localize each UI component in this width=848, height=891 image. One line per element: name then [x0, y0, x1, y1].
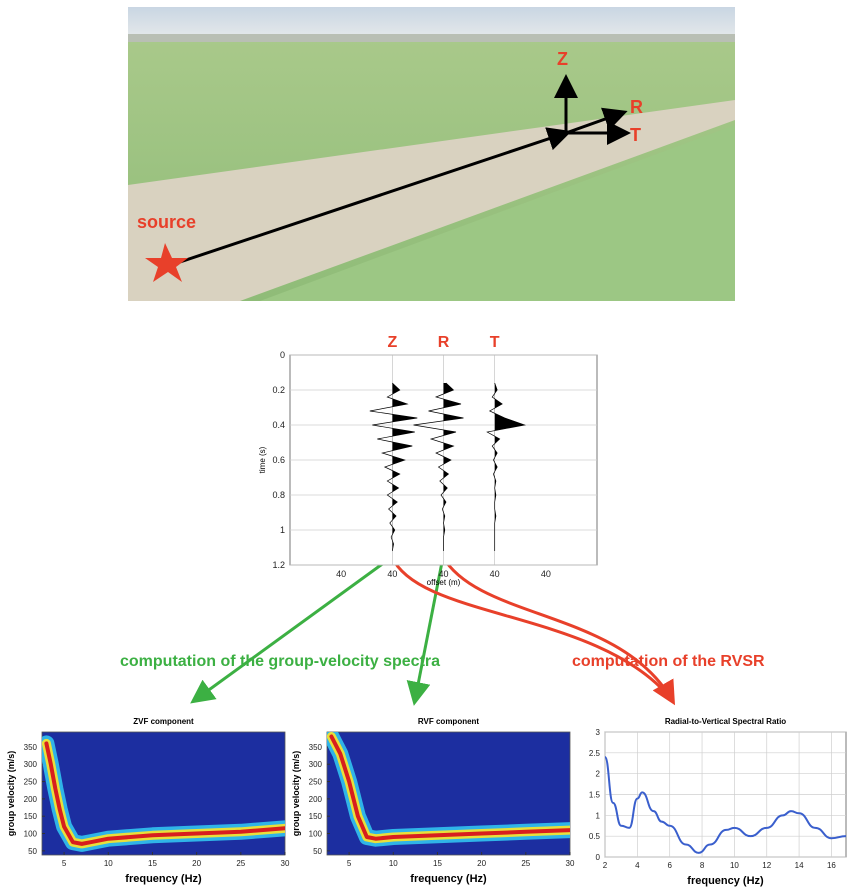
x-tick-label: 8	[700, 861, 705, 870]
photo: Z R T source	[128, 7, 735, 301]
y-tick-label: 0.6	[272, 455, 285, 465]
trace-label: T	[490, 334, 500, 351]
y-tick-label: 300	[24, 760, 38, 769]
y-tick-label: 0.2	[272, 385, 285, 395]
x-tick-label: 20	[477, 859, 486, 868]
x-tick-label: 40	[387, 569, 397, 579]
x-axis-label: frequency (Hz)	[125, 873, 202, 885]
x-tick-label: 10	[730, 861, 739, 870]
x-tick-label: 16	[827, 861, 836, 870]
axis-label: T	[630, 125, 641, 145]
x-axis-label: offset (m)	[427, 578, 461, 587]
axis-label: R	[630, 97, 643, 117]
x-tick-label: 14	[795, 861, 804, 870]
y-tick-label: 250	[24, 778, 38, 787]
y-tick-label: 0	[596, 853, 601, 862]
axis-label: Z	[557, 49, 568, 69]
y-axis-label: group velocity (m/s)	[291, 751, 301, 837]
x-tick-label: 15	[433, 859, 442, 868]
y-tick-label: 100	[24, 830, 38, 839]
source-label: source	[137, 212, 196, 232]
chart-title: Radial-to-Vertical Spectral Ratio	[665, 717, 786, 726]
y-tick-label: 1	[280, 525, 285, 535]
ridge	[329, 734, 570, 841]
y-tick-label: 350	[309, 743, 323, 752]
y-tick-label: 2	[596, 770, 601, 779]
connectors	[190, 555, 676, 706]
y-tick-label: 50	[28, 847, 37, 856]
x-tick-label: 25	[236, 859, 245, 868]
y-axis-label: time (s)	[258, 446, 267, 473]
y-tick-label: 1	[596, 811, 601, 820]
x-tick-label: 30	[281, 859, 290, 868]
x-tick-label: 4	[635, 861, 640, 870]
trace-label: R	[438, 334, 450, 351]
trace-label: Z	[387, 334, 397, 351]
x-tick-label: 12	[762, 861, 771, 870]
y-tick-label: 1.2	[272, 560, 285, 570]
x-tick-label: 40	[336, 569, 346, 579]
y-tick-label: 350	[24, 743, 38, 752]
y-tick-label: 200	[24, 795, 38, 804]
trace	[413, 382, 464, 551]
trace	[369, 382, 418, 552]
x-tick-label: 10	[104, 859, 113, 868]
annotation: computation of the RVSR	[572, 653, 765, 670]
trace	[486, 382, 527, 551]
y-tick-label: 250	[309, 778, 323, 787]
y-tick-label: 0.4	[272, 420, 285, 430]
chart-title: ZVF component	[133, 717, 194, 726]
y-tick-label: 100	[309, 830, 323, 839]
x-tick-label: 5	[62, 859, 67, 868]
y-tick-label: 150	[24, 812, 38, 821]
ridge	[44, 741, 285, 846]
x-tick-label: 40	[438, 569, 448, 579]
line	[604, 756, 847, 854]
x-axis-label: frequency (Hz)	[410, 873, 487, 885]
x-tick-label: 30	[566, 859, 575, 868]
y-tick-label: 50	[313, 847, 322, 856]
x-tick-label: 20	[192, 859, 201, 868]
y-axis-label: group velocity (m/s)	[6, 751, 16, 837]
y-tick-label: 0	[280, 350, 285, 360]
chart-title: RVF component	[418, 717, 480, 726]
trace-fill	[494, 383, 525, 551]
x-tick-label: 40	[541, 569, 551, 579]
x-tick-label: 6	[667, 861, 672, 870]
y-tick-label: 0.8	[272, 490, 285, 500]
x-tick-label: 40	[490, 569, 500, 579]
x-tick-label: 25	[521, 859, 530, 868]
y-tick-label: 3	[596, 728, 601, 737]
y-tick-label: 1.5	[589, 791, 601, 800]
x-axis-label: frequency (Hz)	[687, 875, 764, 887]
x-tick-label: 15	[148, 859, 157, 868]
x-tick-label: 5	[347, 859, 352, 868]
x-tick-label: 10	[389, 859, 398, 868]
y-tick-label: 0.5	[589, 832, 601, 841]
x-tick-label: 2	[603, 861, 608, 870]
y-tick-label: 150	[309, 812, 323, 821]
y-tick-label: 300	[309, 760, 323, 769]
annotation: computation of the group-velocity spectr…	[120, 653, 440, 670]
y-tick-label: 2.5	[589, 749, 601, 758]
y-tick-label: 200	[309, 795, 323, 804]
